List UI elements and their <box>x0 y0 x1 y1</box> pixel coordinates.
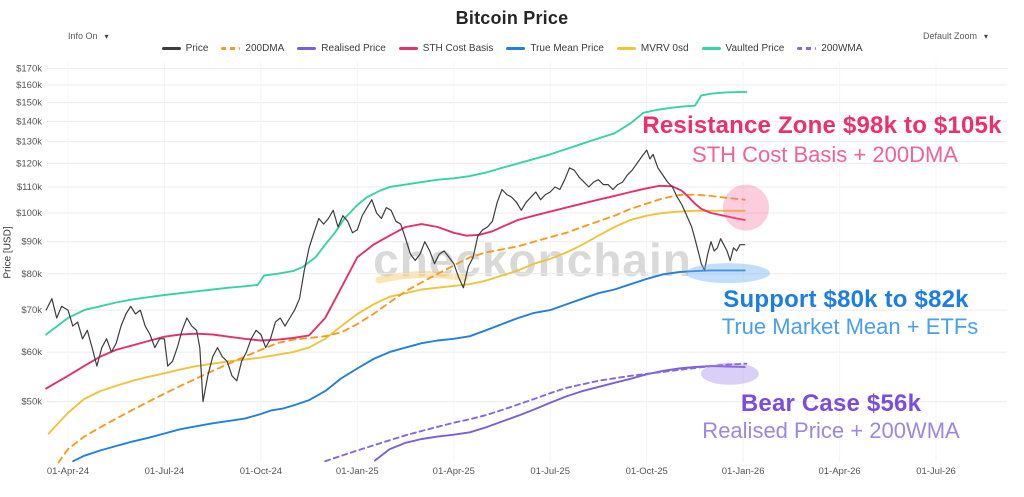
legend-item-mvrv-0sd[interactable]: MVRV 0sd <box>616 43 689 54</box>
zoom-dropdown[interactable]: Default Zoom ▾ <box>923 31 988 41</box>
watermark-swoosh-icon <box>375 270 469 284</box>
y-tick-label: $100k <box>16 208 42 219</box>
series-line-price <box>45 149 746 403</box>
y-tick-label: $90k <box>21 237 42 248</box>
x-tick-label: 01-Apr-26 <box>818 466 860 477</box>
series-line-mvrv-0sd <box>47 209 746 435</box>
legend-item-true-mean-price[interactable]: True Mean Price <box>506 43 604 54</box>
bear-highlight <box>700 362 759 385</box>
y-tick-label: $70k <box>21 305 42 316</box>
y-tick-label: $120k <box>16 158 42 169</box>
legend-item-200wma[interactable]: 200WMA <box>797 43 862 54</box>
annotation-support-title: Support $80k to $82k <box>723 286 969 313</box>
series-line-true-mean-price <box>72 269 746 463</box>
x-tick-label: 01-Oct-25 <box>626 466 668 477</box>
legend-swatch-200dma-icon <box>221 47 241 50</box>
zoom-dropdown-label: Default Zoom <box>922 31 977 41</box>
series-line-sth-cost-basis <box>45 184 746 390</box>
y-tick-label: $150k <box>16 98 42 109</box>
x-tick-label: 01-Jul-24 <box>145 466 185 477</box>
y-tick-label: $60k <box>21 347 42 358</box>
y-axis-title: Price [USD] <box>2 226 14 279</box>
legend-label: Realised Price <box>321 43 386 54</box>
legend-label: 200WMA <box>821 43 863 54</box>
legend-label: Vaulted Price <box>725 43 785 54</box>
legend-item-realised-price[interactable]: Realised Price <box>297 43 386 54</box>
legend-label: True Mean Price <box>530 43 604 54</box>
page-title: Bitcoin Price <box>455 8 569 28</box>
legend-swatch-mvrv-0sd-icon <box>616 47 636 50</box>
legend-item-sth-cost-basis[interactable]: STH Cost Basis <box>398 43 494 54</box>
info-dropdown-label: Info On <box>68 31 98 41</box>
x-tick-label: 01-Apr-24 <box>47 466 89 477</box>
y-tick-label: $130k <box>16 137 42 148</box>
legend-item-vaulted-price[interactable]: Vaulted Price <box>701 43 785 54</box>
legend-swatch-sth-cost-basis-icon <box>398 47 418 50</box>
legend: Price 200DMA Realised Price STH Cost Basis T… <box>0 43 1024 54</box>
x-tick-label: 01-Oct-24 <box>240 466 282 477</box>
y-tick-label: $140k <box>16 116 42 127</box>
legend-label: STH Cost Basis <box>422 43 494 54</box>
series-line-200wma <box>324 362 748 463</box>
y-tick-label: $50k <box>21 397 42 408</box>
legend-swatch-true-mean-price-icon <box>506 47 526 50</box>
legend-swatch-vaulted-price-icon <box>701 47 721 50</box>
annotation-support-subtitle: True Market Mean + ETFs <box>721 314 979 339</box>
x-tick-label: 01-Jan-25 <box>336 466 379 477</box>
y-tick-label: $170k <box>16 64 42 75</box>
annotation-resistance-subtitle: STH Cost Basis + 200DMA <box>692 142 958 167</box>
series-line-realised-price <box>374 365 746 462</box>
annotation-bear-subtitle: Realised Price + 200WMA <box>702 418 960 443</box>
y-tick-label: $110k <box>17 182 42 193</box>
annotation-bear-title: Bear Case $56k <box>740 390 922 417</box>
chevron-down-icon: ▾ <box>983 31 988 41</box>
info-dropdown[interactable]: Info On ▾ <box>68 31 109 41</box>
annotation-resistance-title: Resistance Zone $98k to $105k <box>642 112 1002 139</box>
x-tick-label: 01-Jul-25 <box>530 466 570 477</box>
series-line-200dma <box>57 193 746 464</box>
x-tick-label: 01-Jul-26 <box>916 466 956 477</box>
y-tick-label: $160k <box>16 80 42 91</box>
legend-swatch-200wma-icon <box>797 47 817 50</box>
legend-swatch-realised-price-icon <box>297 47 317 50</box>
y-tick-label: $80k <box>21 269 42 280</box>
legend-swatch-price-icon <box>161 47 181 50</box>
chevron-down-icon: ▾ <box>104 31 109 41</box>
support-highlight <box>686 263 770 284</box>
legend-label: MVRV 0sd <box>640 43 689 54</box>
resistance-highlight <box>723 184 769 231</box>
legend-item-price[interactable]: Price <box>161 43 209 54</box>
legend-label: 200DMA <box>245 43 285 54</box>
legend-item-200dma[interactable]: 200DMA <box>221 43 284 54</box>
x-tick-label: 01-Apr-25 <box>433 466 475 477</box>
series-line-vaulted-price <box>45 90 748 336</box>
legend-label: Price <box>185 43 209 54</box>
x-tick-label: 01-Jan-26 <box>722 466 765 477</box>
